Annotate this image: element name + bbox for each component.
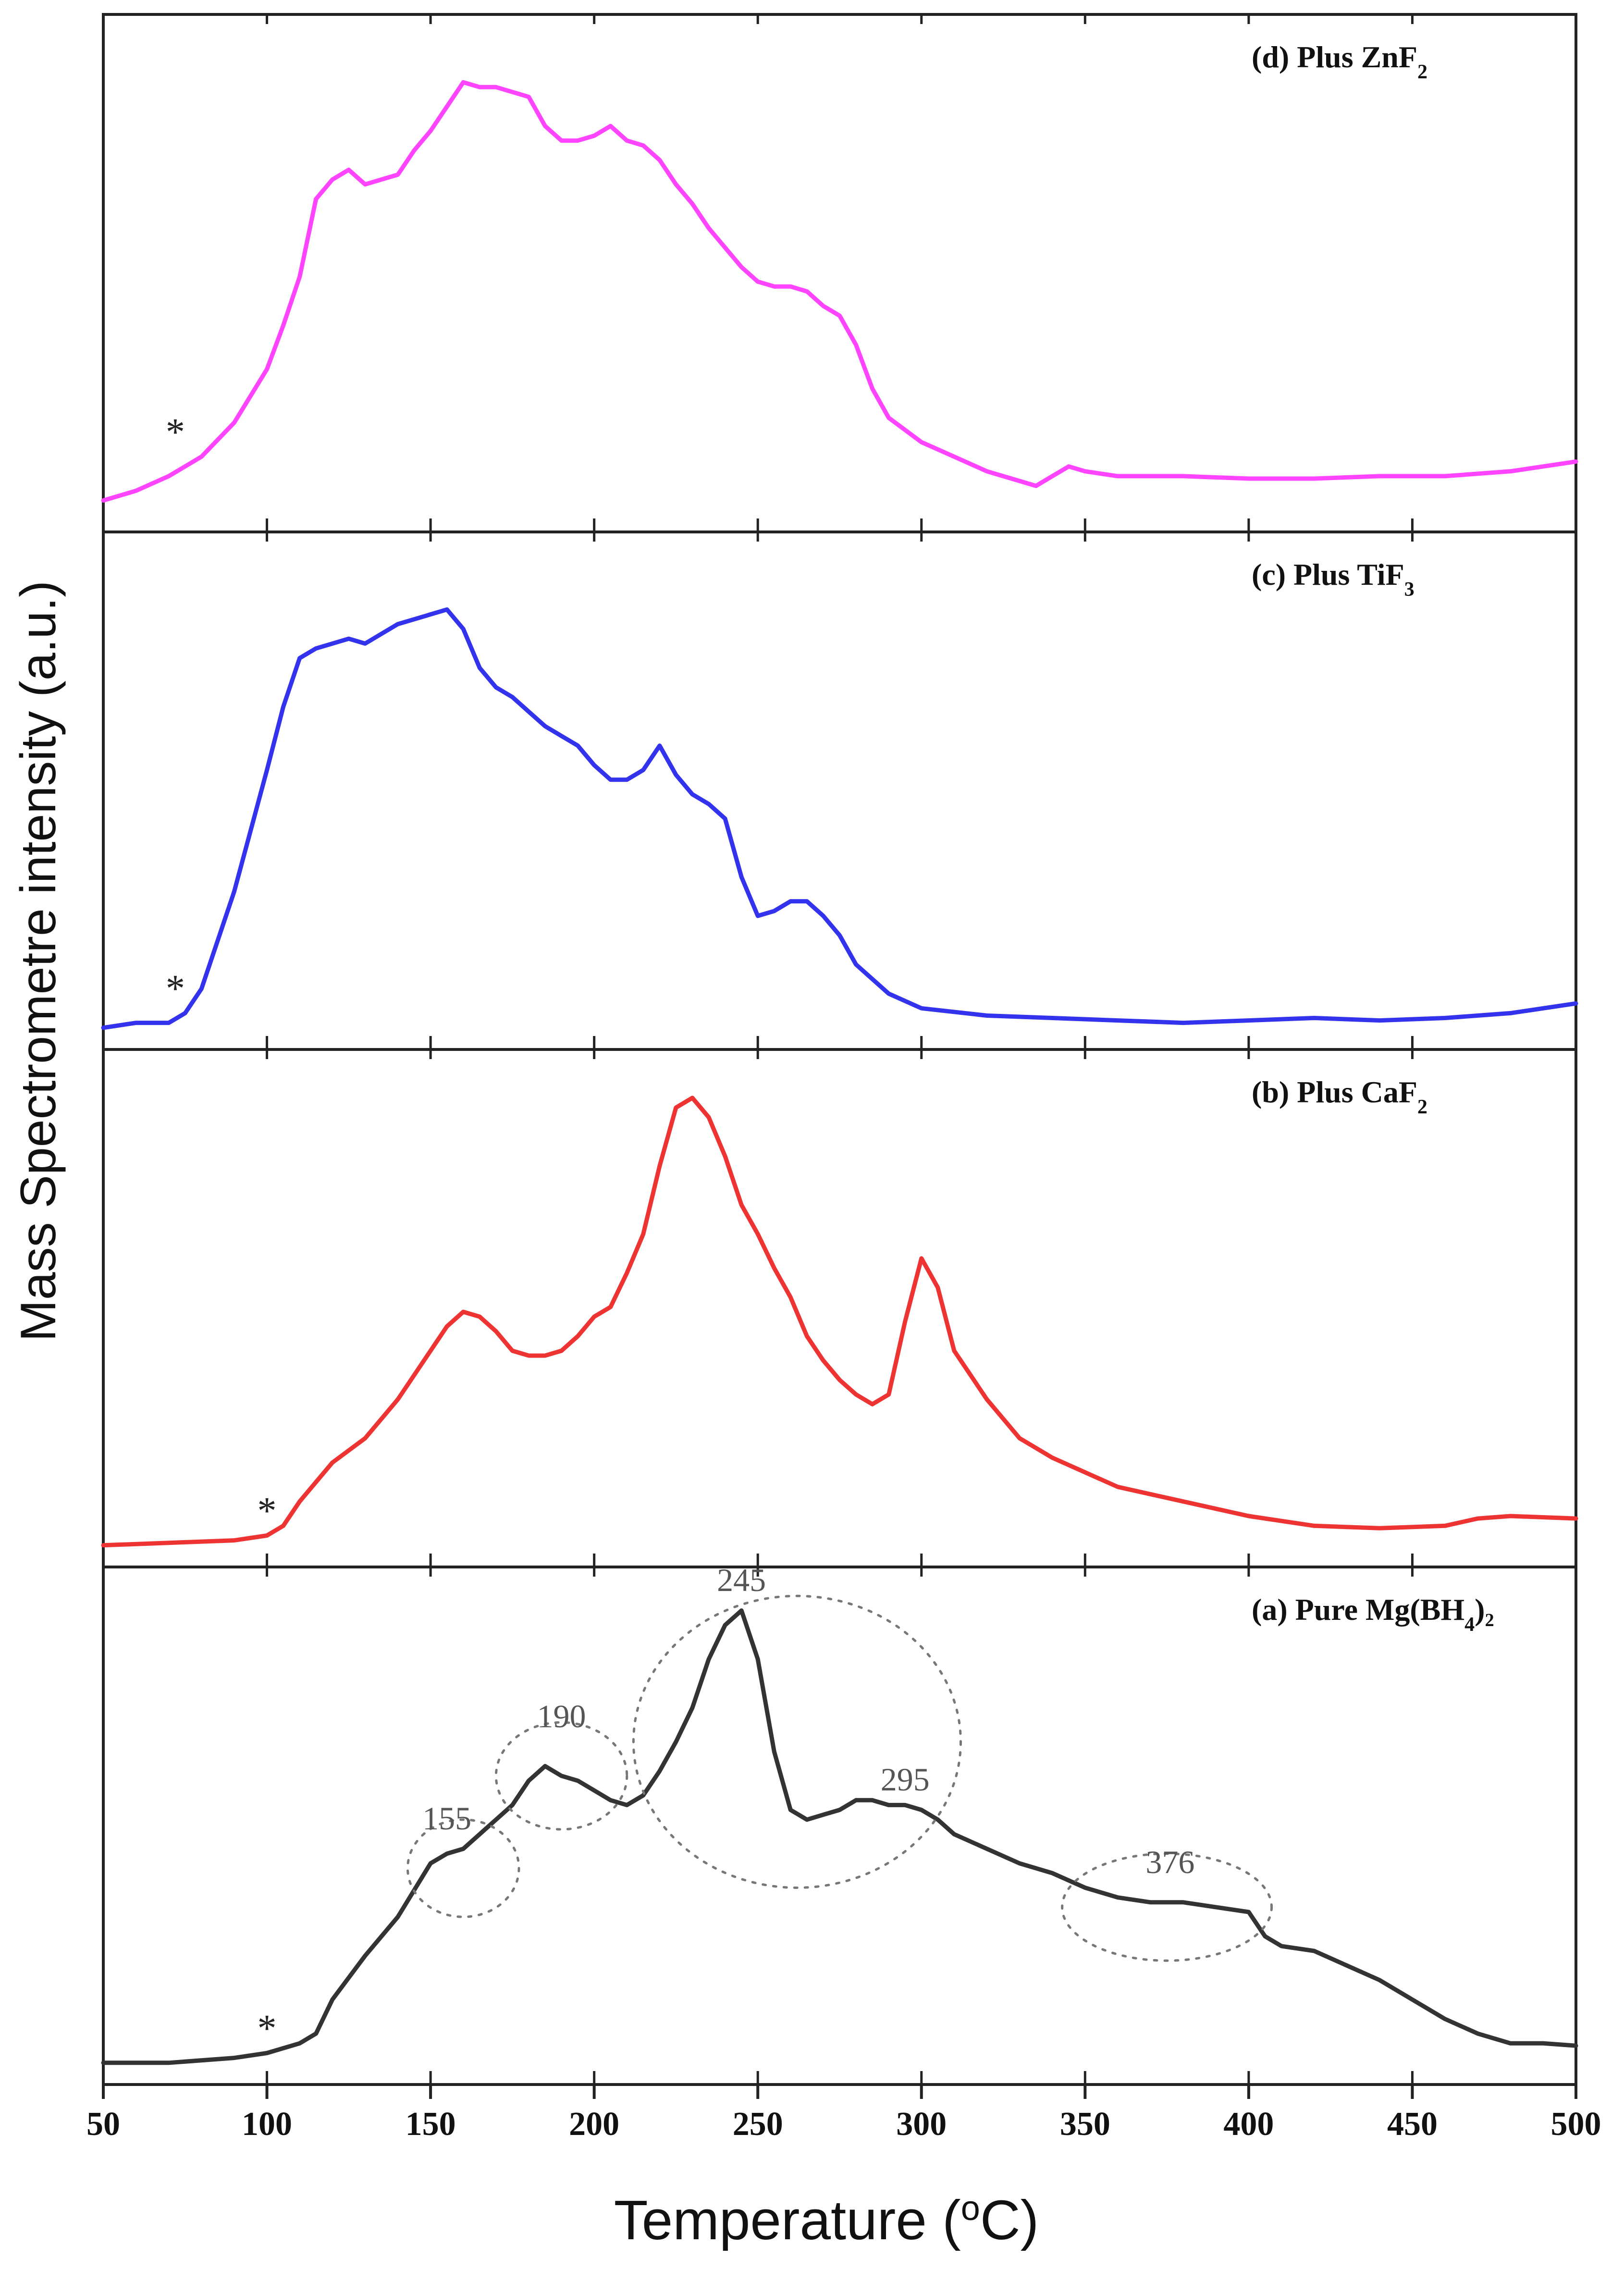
peak-highlight-ellipse xyxy=(1061,1852,1273,1962)
asterisk-marker: * xyxy=(258,1490,277,1532)
peak-highlight-ellipse xyxy=(494,1721,628,1831)
panel-label-sub: 4 xyxy=(1464,1614,1475,1636)
panel-label-a: (a) Pure Mg(BH4)₂ xyxy=(1252,1592,1494,1636)
series-line-d xyxy=(101,80,1578,503)
y-axis-label: Mass Spectrometre intensity (a.u.) xyxy=(11,580,66,1342)
x-axis-tick-label: 300 xyxy=(896,2106,947,2143)
x-axis-tick-label: 500 xyxy=(1551,2106,1601,2143)
peak-label: 190 xyxy=(537,1698,586,1734)
panel-label-b: (b) Plus CaF2 xyxy=(1252,1075,1427,1118)
panel-label-main: (d) Plus ZnF xyxy=(1252,40,1417,74)
peak-label: 155 xyxy=(422,1800,471,1837)
asterisk-marker: * xyxy=(166,411,185,453)
chart-panels: *(d) Plus ZnF2*(c) Plus TiF3*(b) Plus Ca… xyxy=(101,13,1578,2086)
asterisk-marker: * xyxy=(258,2008,277,2050)
panel-d: * (d) Plus ZnF2 xyxy=(101,13,1578,533)
panel-label-tail: )₂ xyxy=(1475,1592,1494,1627)
x-axis-tick-label: 400 xyxy=(1223,2106,1274,2143)
series-line-a xyxy=(101,1608,1578,2065)
x-axis-label-prefix: Temperature ( xyxy=(614,2189,961,2251)
x-axis-tick-label: 350 xyxy=(1060,2106,1110,2143)
panel-label-main: (c) Plus TiF xyxy=(1252,557,1404,592)
x-axis-tick-label: 250 xyxy=(733,2106,783,2143)
panel-c: * (c) Plus TiF3 xyxy=(101,530,1578,1051)
peak-highlight-ellipse xyxy=(406,1818,520,1918)
panel-frame xyxy=(102,1048,1577,1568)
x-axis-tick-label: 100 xyxy=(242,2106,292,2143)
panel-label-sub: 2 xyxy=(1417,1096,1427,1118)
panel-frame xyxy=(102,1566,1577,2086)
panel-b: * (b) Plus CaF2 xyxy=(101,1048,1578,1568)
panel-frame xyxy=(102,530,1577,1051)
peak-highlight-ellipse xyxy=(632,1594,962,1889)
series-line-b xyxy=(101,1096,1578,1548)
panel-label-sub: 3 xyxy=(1404,579,1415,601)
asterisk-marker: * xyxy=(166,967,185,1010)
peak-label: 295 xyxy=(881,1761,930,1798)
x-axis: 50 100 150 200 250 300 350 400 450 500 xyxy=(86,2085,1601,2143)
panel-label-main: (a) Pure Mg(BH xyxy=(1252,1592,1464,1627)
x-axis-tick-label: 50 xyxy=(86,2106,120,2143)
panel-frame xyxy=(102,13,1577,533)
x-axis-label-suffix: C) xyxy=(980,2189,1039,2251)
panel-a: * (a) Pure Mg(BH4)₂ 155 190 245 295 376 xyxy=(101,1562,1578,2086)
peak-label: 376 xyxy=(1145,1844,1194,1880)
panel-label-d: (d) Plus ZnF2 xyxy=(1252,40,1427,83)
x-axis-tick-label: 450 xyxy=(1387,2106,1438,2143)
x-axis-tick-label: 150 xyxy=(406,2106,456,2143)
peak-label: 245 xyxy=(717,1562,766,1598)
panel-label-main: (b) Plus CaF xyxy=(1252,1075,1417,1109)
panel-label-c: (c) Plus TiF3 xyxy=(1252,557,1415,601)
panel-label-sub: 2 xyxy=(1417,61,1427,83)
x-axis-label: Temperature (oC) xyxy=(614,2189,1039,2251)
series-line-c xyxy=(101,607,1578,1030)
x-axis-label-superscript: o xyxy=(961,2189,980,2228)
x-axis-tick-label: 200 xyxy=(569,2106,619,2143)
